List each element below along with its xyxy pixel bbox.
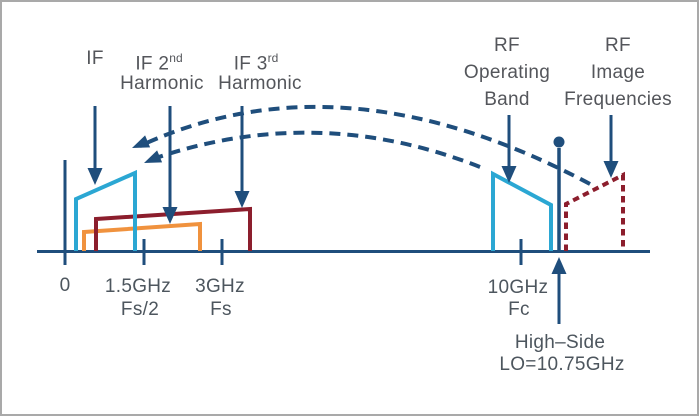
label-harmonic-3rd: Harmonic (218, 73, 302, 94)
label-if-2nd: IF 2nd (135, 48, 182, 74)
lo-marker (553, 136, 565, 251)
label-rf-operating-line3: Band (484, 89, 530, 110)
image-arc-arrowhead-icon (132, 135, 151, 148)
axis-label-3ghz: 3GHz (195, 276, 245, 297)
rf-to-if-arc (149, 130, 481, 169)
axis-label-fc: Fc (508, 299, 530, 320)
rf-operating-band-down-arrow-icon (501, 115, 517, 183)
pointer-arrows (87, 106, 619, 324)
label-rf-image-frequencies: RF Image Frequencies (564, 32, 672, 113)
rf-operating-band (491, 170, 553, 251)
mixing-arcs (132, 104, 591, 186)
if-2nd-harmonic-down-arrow-icon (162, 106, 178, 224)
axis-label-fs2: Fs/2 (120, 299, 160, 320)
label-if-3rd-base: IF 3 (233, 53, 268, 75)
label-rf-operating-band: RF Operating Band (464, 32, 550, 113)
rf-arc-arrowhead-icon (144, 150, 163, 163)
lo-up-arrow-icon (551, 257, 567, 324)
label-rf-operating-line2: Operating (463, 62, 551, 83)
if-down-arrow-icon (87, 106, 103, 185)
label-if: IF (86, 48, 104, 69)
label-if-2nd-base: IF 2 (135, 53, 170, 75)
if-3rd-harmonic-down-arrow-icon (234, 106, 250, 208)
if-2nd-harmonic-band (82, 221, 202, 251)
label-if-3rd-sup: rd (267, 51, 279, 65)
axis-label-zero: 0 (59, 275, 71, 296)
axis-label-1p5ghz: 1.5GHz (104, 276, 172, 297)
rf-image-band (564, 171, 625, 251)
label-harmonic-2nd: Harmonic (120, 73, 204, 94)
label-rf-image-line1: RF (605, 35, 631, 56)
lo-annotation-line1: High–Side (514, 332, 606, 353)
spectral-bands (74, 169, 625, 251)
image-to-if-arc (139, 104, 591, 186)
label-if-3rd: IF 3rd (234, 48, 279, 74)
lo-annotation-line2: LO=10.75GHz (499, 354, 625, 375)
axis-label-fs: Fs (210, 299, 232, 320)
label-rf-image-line2: Image (590, 62, 646, 83)
axis-label-10ghz: 10GHz (487, 277, 549, 298)
frequency-axis (37, 160, 650, 265)
lo-dot-icon (553, 136, 565, 148)
rf-image-down-arrow-icon (603, 115, 619, 178)
label-if-2nd-sup: nd (169, 51, 183, 65)
label-rf-image-line3: Frequencies (564, 89, 672, 110)
if-band (74, 169, 137, 251)
label-rf-operating-line1: RF (494, 35, 520, 56)
